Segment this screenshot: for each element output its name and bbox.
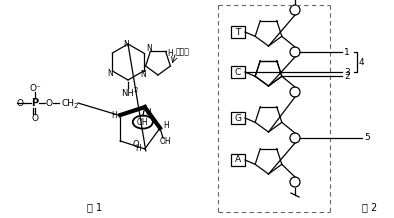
Text: 3: 3 — [344, 68, 350, 77]
Text: O: O — [17, 99, 24, 107]
Text: O: O — [32, 114, 39, 123]
Text: CH: CH — [61, 99, 74, 107]
Bar — [231, 112, 245, 124]
Text: O⁻: O⁻ — [29, 83, 41, 92]
Text: N: N — [141, 70, 147, 78]
Text: T: T — [235, 27, 241, 36]
Text: H: H — [167, 49, 173, 58]
Text: 腺嘘呤: 腺嘘呤 — [176, 48, 190, 56]
Text: NH: NH — [122, 89, 134, 97]
Text: A: A — [235, 155, 241, 165]
Text: 4: 4 — [359, 58, 364, 66]
Text: 2: 2 — [134, 87, 138, 93]
Text: P: P — [32, 98, 39, 108]
Text: 5: 5 — [364, 133, 370, 143]
Text: G: G — [234, 114, 242, 123]
Text: 图 2: 图 2 — [362, 202, 377, 212]
Text: 2: 2 — [74, 103, 78, 109]
Bar — [231, 26, 245, 38]
Text: H: H — [112, 111, 117, 119]
Text: 图 1: 图 1 — [87, 202, 102, 212]
Text: O: O — [132, 140, 139, 149]
Text: H: H — [135, 144, 141, 153]
Bar — [231, 154, 245, 166]
Text: N: N — [108, 68, 113, 78]
Text: H: H — [145, 107, 151, 117]
Text: C: C — [235, 68, 241, 77]
Text: N: N — [147, 44, 152, 53]
Text: 1: 1 — [344, 48, 350, 56]
Text: N: N — [123, 39, 129, 48]
Bar — [231, 66, 245, 78]
Text: H: H — [163, 121, 169, 129]
Text: OH: OH — [159, 138, 171, 146]
Text: OH: OH — [137, 118, 149, 127]
Text: O: O — [45, 99, 52, 107]
Text: 2: 2 — [344, 72, 349, 81]
